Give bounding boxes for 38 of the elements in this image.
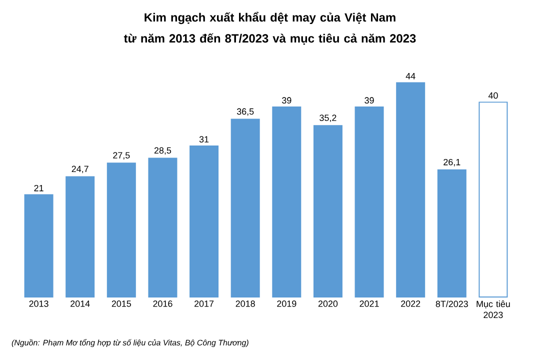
bar: [354, 106, 384, 298]
data-label: 26,1: [444, 158, 460, 166]
x-tick-label: 2015: [112, 300, 131, 307]
bar: [106, 162, 136, 298]
x-tick-label: 2014: [70, 300, 90, 307]
x-tick-label: 8T/2023: [436, 300, 468, 308]
x-tick-label: Mục tiêu 2023: [476, 300, 510, 318]
x-tick-label: 2019: [277, 300, 296, 307]
x-tick-label: 2022: [401, 300, 420, 307]
bar: [437, 169, 466, 298]
chart-subtitle: từ năm 2013 đến 8T/2023 và mục tiêu cả năm 2023: [124, 33, 416, 45]
data-label: 28,5: [154, 147, 172, 155]
x-tick-label: 2020: [318, 300, 338, 307]
bar: [66, 176, 95, 298]
bar: [230, 118, 260, 298]
x-tick-label: 2017: [194, 300, 214, 307]
bar: [272, 106, 302, 298]
chart-title: Kim ngạch xuất khẩu dệt may của Việt Nam: [144, 12, 396, 24]
bar: [24, 194, 54, 298]
x-tick-label: 2018: [236, 300, 255, 307]
data-label: 27,5: [113, 152, 130, 160]
bar: [313, 125, 342, 298]
data-label: 39: [282, 97, 292, 104]
data-label: 44: [406, 73, 416, 80]
data-label: 24,7: [72, 166, 88, 174]
data-label: 40: [488, 92, 498, 99]
x-tick-label: 2021: [360, 300, 379, 307]
bar: [396, 82, 426, 298]
bar: [148, 158, 178, 298]
data-label: 35,2: [320, 114, 336, 122]
bar: [190, 146, 219, 298]
data-label: 31: [199, 136, 209, 143]
data-label: 36,5: [236, 108, 254, 116]
x-tick-label: 2013: [29, 300, 48, 307]
data-label: 21: [34, 184, 44, 192]
data-label: 39: [364, 97, 374, 104]
bar: [478, 102, 508, 298]
x-tick-label: 2016: [153, 300, 172, 307]
